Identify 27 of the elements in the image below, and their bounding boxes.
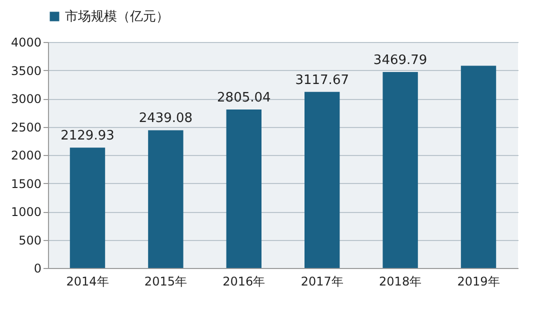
data-label: 3469.79	[373, 52, 428, 68]
legend-label: 市场规模（亿元）	[65, 10, 169, 24]
x-tick-label: 2019年	[457, 274, 500, 288]
x-tick-label: 2018年	[379, 274, 422, 288]
bar	[304, 92, 340, 268]
data-label: 2805.04	[217, 90, 271, 106]
x-tick-label: 2014年	[66, 274, 109, 288]
bar	[148, 130, 184, 268]
bar	[226, 110, 262, 268]
data-label: 2129.93	[60, 128, 114, 144]
y-tick-label: 2500	[10, 120, 42, 134]
data-label: 2439.08	[138, 111, 193, 126]
x-tick-label: 2016年	[222, 274, 266, 288]
y-tick-label: 500	[18, 233, 42, 248]
bar	[70, 148, 106, 268]
y-tick-label: 1500	[10, 176, 42, 191]
bar	[460, 66, 496, 268]
y-tick-label: 0	[34, 262, 42, 276]
y-tick-label: 1000	[10, 205, 42, 219]
y-tick-label: 3500	[10, 64, 42, 78]
y-tick-label: 4000	[10, 36, 42, 50]
y-tick-label: 3000	[10, 92, 42, 106]
x-tick-label: 2015年	[144, 274, 187, 288]
data-label: 3117.67	[295, 72, 349, 88]
y-tick-label: 2000	[10, 148, 42, 162]
x-tick-label: 2017年	[300, 274, 344, 288]
bar	[382, 72, 418, 268]
